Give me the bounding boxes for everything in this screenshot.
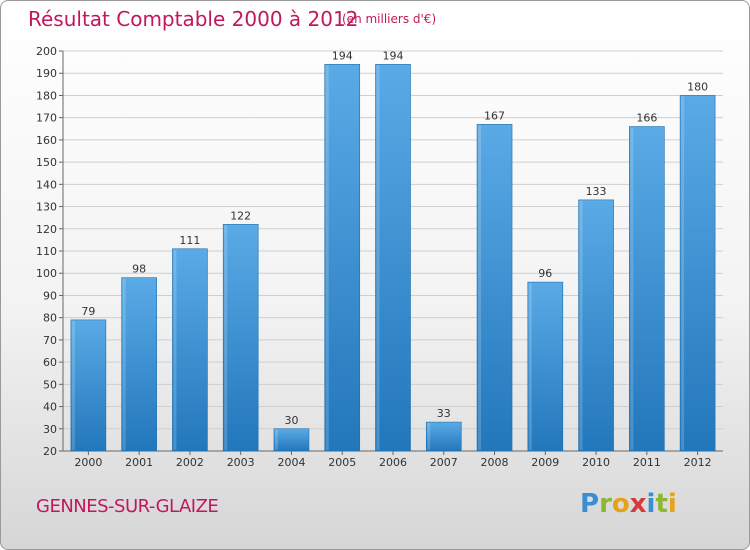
chart-title: Résultat Comptable 2000 à 2012 [28,7,359,31]
y-tick-label: 70 [43,334,57,347]
y-tick-label: 150 [36,156,57,169]
logo-letter: o [611,489,630,519]
bar-2011[interactable] [629,126,665,452]
y-tick-label: 170 [36,112,57,125]
logo-letter: t [655,489,668,519]
logo-letter: i [667,489,677,519]
bar-2005[interactable] [324,64,361,452]
x-tick-label-2010: 2010 [582,456,610,469]
y-tick-label: 100 [36,267,57,280]
y-tick-label: 80 [43,312,57,325]
bar-highlight [528,283,532,450]
bar-highlight [274,429,278,450]
bar-2002[interactable] [172,248,208,452]
data-label-2010: 133 [586,185,607,198]
x-tick-label-2001: 2001 [125,456,153,469]
y-tick-label: 30 [43,423,57,436]
x-tick-label-2000: 2000 [74,456,102,469]
bar-highlight [325,65,329,450]
y-tick-label: 140 [36,178,57,191]
bar-2004[interactable] [273,428,310,452]
data-label-2011: 166 [636,112,657,125]
bar-2007[interactable] [425,421,462,452]
bar-highlight [376,65,380,450]
y-tick-label: 200 [36,45,57,58]
bar-highlight [173,249,177,450]
bar-2000[interactable] [70,319,107,452]
y-tick-label: 110 [36,245,57,258]
bar-highlight [579,200,583,450]
bar-2012[interactable] [679,95,716,452]
bar-2008[interactable] [476,124,513,452]
x-tick-label-2011: 2011 [633,456,661,469]
y-tick-label: 90 [43,289,57,302]
x-tick-label-2007: 2007 [430,456,458,469]
bar-2009[interactable] [527,281,564,452]
y-tick-label: 190 [36,67,57,80]
data-label-2005: 194 [332,49,353,62]
bar-highlight [224,225,228,450]
x-tick-label-2002: 2002 [176,456,204,469]
y-tick-label: 20 [43,445,57,458]
x-tick-label-2005: 2005 [328,456,356,469]
y-tick-label: 60 [43,356,57,369]
bar-highlight [681,96,685,450]
bar-highlight [427,423,431,450]
data-label-2012: 180 [687,80,708,93]
data-label-2006: 194 [383,49,404,62]
logo-letter: P [580,489,600,519]
y-tick-label: 160 [36,134,57,147]
data-label-2000: 79 [81,305,95,318]
bar-2003[interactable] [222,224,259,452]
bar-2001[interactable] [121,277,157,452]
logo-letter: x [629,489,647,519]
data-label-2002: 111 [179,234,200,247]
bar-highlight [478,125,482,450]
data-label-2009: 96 [538,267,552,280]
y-tick-label: 40 [43,401,57,414]
y-tick-label: 120 [36,223,57,236]
chart-subtitle: (en milliers d'€) [342,12,437,26]
proxiti-logo[interactable]: Proxiti [580,489,677,519]
data-label-2001: 98 [132,263,146,276]
data-label-2004: 30 [284,414,298,427]
x-tick-label-2008: 2008 [481,456,509,469]
x-tick-label-2006: 2006 [379,456,407,469]
bar-2010[interactable] [578,199,614,452]
bar-highlight [71,320,75,450]
bar-highlight [630,127,634,451]
x-tick-label-2009: 2009 [531,456,559,469]
x-tick-label-2012: 2012 [684,456,712,469]
logo-letter: r [599,489,612,519]
logo-letter: i [646,489,656,519]
y-tick-label: 130 [36,201,57,214]
bar-2006[interactable] [375,64,411,452]
x-tick-label-2004: 2004 [277,456,305,469]
commune-name: GENNES-SUR-GLAIZE [36,496,219,517]
data-label-2007: 33 [437,407,451,420]
bar-highlight [122,278,126,450]
y-tick-label: 50 [43,378,57,391]
x-tick-label-2003: 2003 [227,456,255,469]
y-tick-label: 180 [36,89,57,102]
data-label-2008: 167 [484,109,505,122]
data-label-2003: 122 [230,209,251,222]
